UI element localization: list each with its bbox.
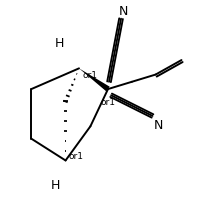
Text: N: N — [154, 118, 163, 131]
Text: H: H — [55, 37, 64, 50]
Polygon shape — [79, 69, 110, 92]
Text: H: H — [51, 178, 60, 191]
Text: or1: or1 — [69, 151, 84, 160]
Text: N: N — [119, 5, 128, 18]
Text: or1: or1 — [101, 97, 116, 107]
Text: or1: or1 — [82, 71, 97, 80]
